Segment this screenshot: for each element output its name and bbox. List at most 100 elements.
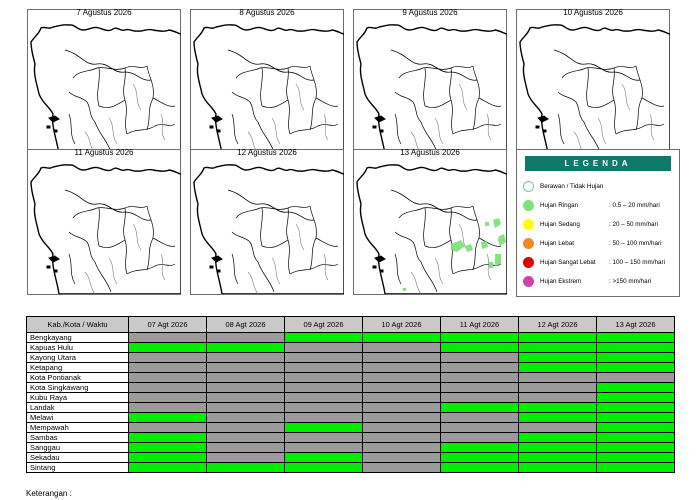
light-rain-area bbox=[495, 254, 501, 266]
light-rain-area bbox=[493, 218, 501, 228]
no-rain-cell bbox=[440, 382, 519, 393]
no-rain-cell bbox=[128, 362, 207, 373]
no-rain-cell bbox=[206, 442, 285, 453]
rain-cell bbox=[596, 382, 675, 393]
regency-border bbox=[146, 97, 154, 131]
table-row: Kapuas Hulu bbox=[26, 342, 675, 353]
regency-border bbox=[420, 261, 438, 293]
regency-border bbox=[227, 49, 315, 81]
regency-border bbox=[289, 263, 339, 275]
map-panel: 8 Agustus 2026 bbox=[190, 8, 344, 155]
rain-cell bbox=[596, 392, 675, 403]
legend-item: Hujan Ringan: 0.5 – 20 mm/hari bbox=[523, 199, 679, 213]
river-line bbox=[160, 113, 166, 141]
legend-item: Hujan Lebat: 50 – 100 mm/hari bbox=[523, 237, 679, 251]
region-name: Kota Singkawang bbox=[26, 382, 129, 393]
regency-border bbox=[309, 205, 317, 239]
island bbox=[46, 125, 51, 129]
regency-border bbox=[309, 97, 317, 131]
no-rain-cell bbox=[206, 382, 285, 393]
no-rain-cell bbox=[284, 442, 363, 453]
legend-item-range: : >150 mm/hari bbox=[609, 278, 652, 285]
island bbox=[211, 115, 223, 123]
region-name: Mempawah bbox=[26, 422, 129, 433]
rain-cell bbox=[596, 402, 675, 413]
legend-item-range: : 0.5 – 20 mm/hari bbox=[609, 202, 660, 209]
no-rain-cell bbox=[284, 432, 363, 443]
date-column-header: 10 Agt 2026 bbox=[362, 316, 441, 333]
regency-border bbox=[235, 65, 311, 79]
light-rain-area bbox=[485, 222, 489, 226]
light-rain-area bbox=[498, 234, 506, 246]
regency-border bbox=[289, 123, 339, 135]
rain-cell bbox=[596, 432, 675, 443]
legend-swatch bbox=[523, 219, 534, 230]
land-outline bbox=[193, 164, 344, 294]
no-rain-cell bbox=[362, 442, 441, 453]
no-rain-cell bbox=[362, 422, 441, 433]
table-body: Bengkayang Kapuas Hulu Kayong Utara Ketapan… bbox=[26, 332, 675, 473]
rain-cell bbox=[206, 342, 285, 353]
rain-cell bbox=[128, 462, 207, 473]
regency-border bbox=[64, 189, 152, 221]
region-name: Kayong Utara bbox=[26, 352, 129, 363]
regency-border bbox=[261, 239, 289, 248]
no-rain-cell bbox=[206, 362, 285, 373]
no-rain-cell bbox=[362, 362, 441, 373]
table-corner-header: Kab./Kota / Waktu bbox=[26, 316, 129, 333]
legend-item-name: Berawan / Tidak Hujan bbox=[540, 183, 604, 190]
regency-border bbox=[231, 113, 239, 145]
island bbox=[48, 115, 60, 123]
date-column-header: 11 Agt 2026 bbox=[440, 316, 519, 333]
regency-border bbox=[394, 91, 422, 123]
river-line bbox=[323, 113, 329, 141]
rain-cell bbox=[128, 342, 207, 353]
regency-border bbox=[261, 99, 289, 108]
island bbox=[211, 255, 223, 263]
map-panel: 9 Agustus 2026 bbox=[353, 8, 507, 155]
river-line bbox=[434, 117, 444, 145]
island bbox=[380, 129, 384, 133]
regency-border bbox=[472, 97, 480, 131]
rain-cell bbox=[440, 462, 519, 473]
regency-border bbox=[309, 65, 317, 99]
rain-cell bbox=[440, 332, 519, 343]
map-date-title: 13 Agustus 2026 bbox=[400, 148, 460, 157]
regency-border bbox=[260, 207, 263, 247]
regency-border bbox=[452, 123, 502, 135]
land-outline bbox=[356, 164, 507, 294]
date-column-header: 09 Agt 2026 bbox=[284, 316, 363, 333]
region-name: Sekadau bbox=[26, 452, 129, 463]
table-header-row: Kab./Kota / Waktu 07 Agt 2026 08 Agt 2026… bbox=[26, 316, 675, 333]
regency-border bbox=[424, 99, 452, 108]
no-rain-cell bbox=[206, 432, 285, 443]
legend-item-range: : 50 – 100 mm/hari bbox=[609, 240, 662, 247]
no-rain-cell bbox=[206, 332, 285, 343]
no-rain-cell bbox=[518, 392, 597, 403]
region-name: Sambas bbox=[26, 432, 129, 443]
rain-cell bbox=[128, 412, 207, 423]
no-rain-cell bbox=[362, 352, 441, 363]
regency-border bbox=[98, 99, 126, 108]
rain-cell bbox=[518, 412, 597, 423]
no-rain-cell bbox=[284, 362, 363, 373]
land-outline bbox=[519, 24, 670, 154]
island bbox=[374, 255, 386, 263]
regency-border bbox=[615, 123, 665, 135]
rain-cell bbox=[518, 432, 597, 443]
rain-cell bbox=[596, 412, 675, 423]
no-rain-cell bbox=[284, 352, 363, 363]
rain-cell bbox=[596, 442, 675, 453]
province-map bbox=[519, 24, 670, 154]
province-map bbox=[356, 164, 507, 294]
rain-cell bbox=[596, 362, 675, 373]
island bbox=[217, 129, 221, 133]
river-line bbox=[295, 83, 305, 111]
no-rain-cell bbox=[362, 342, 441, 353]
table-row: Kayong Utara bbox=[26, 352, 675, 363]
island bbox=[380, 269, 384, 273]
regency-border bbox=[587, 99, 615, 108]
legend-item: Hujan Ekstrem: >150 mm/hari bbox=[523, 275, 679, 289]
regency-border bbox=[260, 67, 263, 107]
no-rain-cell bbox=[206, 352, 285, 363]
